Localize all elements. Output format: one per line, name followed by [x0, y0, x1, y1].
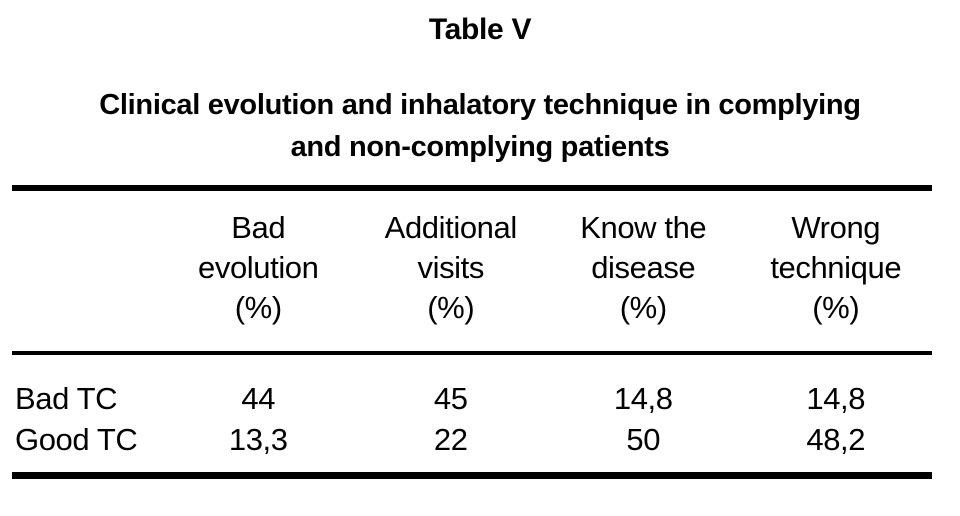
- header-body-divider-rule: [12, 351, 932, 355]
- bottom-rule: [12, 472, 932, 479]
- column-header-bad-evolution: Bad evolution (%): [162, 208, 355, 328]
- header-unit: (%): [812, 290, 860, 325]
- cell-value: 44: [241, 381, 276, 416]
- header-text: technique: [770, 250, 902, 285]
- cell-value: 45: [433, 381, 468, 416]
- column-header-additional-visits: Additional visits (%): [355, 208, 548, 328]
- cell-value: 14,8: [806, 381, 866, 416]
- column-header-wrong-technique: Wrong technique (%): [740, 208, 933, 328]
- cell-value: 50: [626, 422, 661, 457]
- row-label-good-tc: Good TC: [15, 422, 138, 457]
- cell-value: 14,8: [613, 381, 673, 416]
- table-number-title: Table V: [428, 13, 532, 46]
- cell-value: 48,2: [806, 422, 866, 457]
- header-spacer-cell: [12, 208, 162, 328]
- cell-value: 13,3: [228, 422, 288, 457]
- header-unit: (%): [427, 290, 475, 325]
- table-header-row: Bad evolution (%) Additional visits (%) …: [12, 208, 932, 328]
- caption-line-2: and non-complying patients: [290, 131, 670, 163]
- header-text: evolution: [198, 250, 319, 285]
- header-text: visits: [417, 250, 485, 285]
- header-unit: (%): [619, 290, 667, 325]
- column-header-know-the-disease: Know the disease (%): [547, 208, 740, 328]
- header-text: Wrong: [791, 210, 881, 245]
- header-text: disease: [591, 250, 696, 285]
- caption-line-1: Clinical evolution and inhalatory techni…: [99, 89, 861, 121]
- cell-value: 22: [433, 422, 468, 457]
- header-text: Bad: [231, 210, 286, 245]
- header-text: Additional: [384, 210, 518, 245]
- table-body: Bad TC 44 45 14,8 14,8 Good TC 13,3 22 5…: [12, 378, 932, 460]
- header-text: Know the: [580, 210, 707, 245]
- table-caption: Clinical evolution and inhalatory techni…: [0, 84, 960, 168]
- top-rule: [12, 185, 932, 191]
- row-label-bad-tc: Bad TC: [15, 381, 118, 416]
- header-unit: (%): [234, 290, 282, 325]
